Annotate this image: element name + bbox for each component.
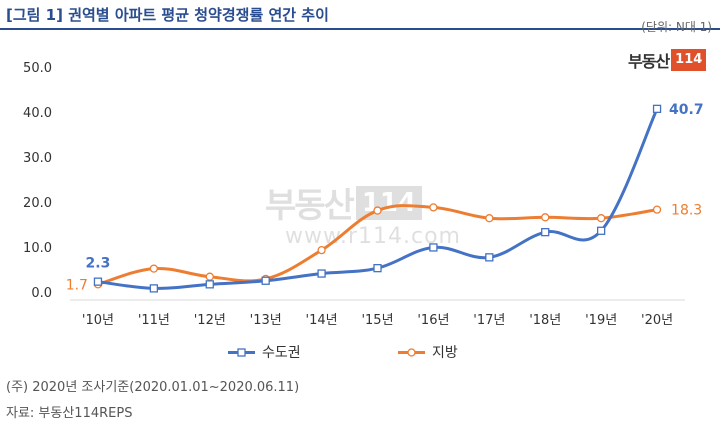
data-label: 40.7: [669, 102, 704, 118]
legend: 수도권 지방: [0, 342, 720, 362]
x-tick-label: '18년: [529, 313, 561, 328]
y-tick-label: 20.0: [23, 196, 52, 211]
data-point-marker: [205, 280, 214, 289]
data-point-marker: [317, 269, 326, 278]
data-point-marker: [485, 253, 494, 262]
y-tick-label: 40.0: [23, 106, 52, 121]
title-underline: [0, 28, 720, 30]
data-point-marker: [93, 277, 103, 286]
legend-label: 수도권: [262, 345, 301, 361]
x-tick-label: '10년: [82, 313, 114, 328]
series-line: [96, 204, 659, 286]
chart-title: [그림 1] 권역별 아파트 평균 청약경쟁률 연간 추이: [6, 6, 329, 24]
x-tick-label: '13년: [250, 313, 282, 328]
x-tick-label: '20년: [641, 313, 673, 328]
data-point-marker: [596, 226, 606, 235]
data-point-marker: [373, 263, 382, 273]
data-point-marker: [541, 213, 550, 222]
watermark-box: 114: [355, 185, 423, 220]
x-tick-label: '11년: [138, 313, 170, 328]
x-tick-label: '19년: [585, 313, 617, 328]
data-label: 1.7: [66, 277, 88, 293]
data-point-marker: [596, 214, 606, 223]
y-tick-label: 10.0: [23, 241, 52, 256]
data-point-marker: [652, 104, 662, 113]
data-point-marker: [261, 276, 270, 285]
data-point-marker: [652, 205, 662, 214]
data-point-marker: [149, 264, 159, 273]
x-tick-label: '16년: [417, 313, 449, 328]
legend-label: 지방: [432, 345, 458, 361]
footnote-source: 자료: 부동산114REPS: [6, 406, 133, 421]
logo-box: 114: [671, 49, 707, 71]
watermark-logo: 부동산 114: [265, 178, 423, 227]
legend-item: 지방: [398, 342, 458, 362]
data-point-marker: [317, 245, 326, 255]
y-tick-label: 30.0: [23, 151, 52, 166]
data-label: 18.3: [671, 203, 702, 219]
legend-swatch: [398, 347, 425, 357]
x-tick-label: '12년: [194, 313, 226, 328]
data-point-marker: [205, 272, 214, 281]
legend-swatch: [228, 347, 255, 357]
logo-text: 부동산: [628, 52, 670, 71]
x-tick-label: '17년: [473, 313, 505, 328]
data-point-marker: [485, 214, 494, 223]
data-point-marker: [149, 284, 159, 293]
series-line: [96, 107, 659, 290]
watermark-text: 부동산: [265, 186, 355, 226]
data-point-marker: [429, 203, 438, 212]
data-point-marker: [541, 227, 550, 237]
y-tick-label: 50.0: [23, 61, 52, 76]
x-tick-label: '14년: [306, 313, 338, 328]
unit-label: (단위: N대 1): [641, 20, 712, 34]
data-point-marker: [373, 206, 382, 215]
data-label: 2.3: [86, 256, 111, 272]
data-point-marker: [429, 243, 438, 252]
brand-logo: 부동산 114: [628, 48, 707, 72]
legend-item: 수도권: [228, 342, 301, 362]
x-tick-label: '15년: [361, 313, 393, 328]
footnote-note: (주) 2020년 조사기준(2020.01.01~2020.06.11): [6, 380, 300, 395]
y-tick-label: 0.0: [31, 286, 52, 301]
